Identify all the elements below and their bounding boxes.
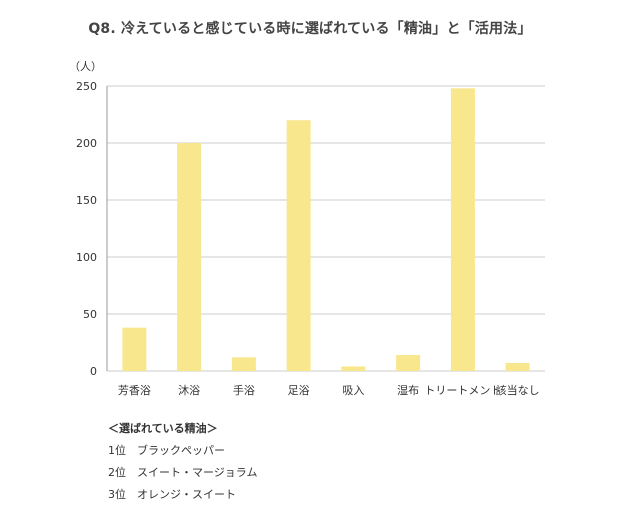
x-tick-label: 手浴 xyxy=(233,383,255,397)
bar-5 xyxy=(341,366,366,371)
x-tick-label: 足浴 xyxy=(288,384,310,397)
x-tick-label: 該当なし xyxy=(496,383,540,397)
bar-4 xyxy=(286,120,311,371)
ranking-heading: ＜選ばれている精油＞ xyxy=(108,422,218,435)
ranking-item-2: 2位 スイート・マージョラム xyxy=(108,466,258,479)
y-axis-unit-label: （人） xyxy=(69,60,102,73)
y-tick-label: 250 xyxy=(76,80,97,93)
y-tick-label: 0 xyxy=(90,365,97,378)
ranking-item-3: 3位 オレンジ・スイート xyxy=(108,488,236,501)
y-tick-label: 200 xyxy=(76,137,97,150)
essential-oil-ranking: ＜選ばれている精油＞ 1位 ブラックペッパー 2位 スイート・マージョラム 3位… xyxy=(108,418,257,506)
bar-3 xyxy=(231,357,256,371)
bar-8 xyxy=(505,363,530,371)
bar-6 xyxy=(396,355,421,371)
chart-title: Q8. 冷えていると感じている時に選ばれている「精油」と「活用法」 xyxy=(88,21,532,37)
bar-chart: （人） 0 50 100 150 200 250 芳香浴 沐浴 手浴 足浴 吸入 湿布 トリートメント該当… xyxy=(69,60,545,397)
ranking-item-1: 1位 ブラックペッパー xyxy=(108,444,225,457)
x-tick-label: 芳香浴 xyxy=(118,383,151,397)
x-tick-label: トリートメント xyxy=(424,384,501,397)
y-tick-label: 150 xyxy=(76,194,97,207)
x-tick-label: 沐浴 xyxy=(178,384,200,397)
bar-1 xyxy=(122,327,147,371)
bar-7 xyxy=(450,88,475,371)
x-tick-label: 湿布 xyxy=(397,384,419,397)
y-tick-label: 50 xyxy=(83,308,97,321)
x-tick-label: 吸入 xyxy=(342,384,364,397)
y-tick-label: 100 xyxy=(76,251,97,264)
bar-2 xyxy=(177,143,202,371)
